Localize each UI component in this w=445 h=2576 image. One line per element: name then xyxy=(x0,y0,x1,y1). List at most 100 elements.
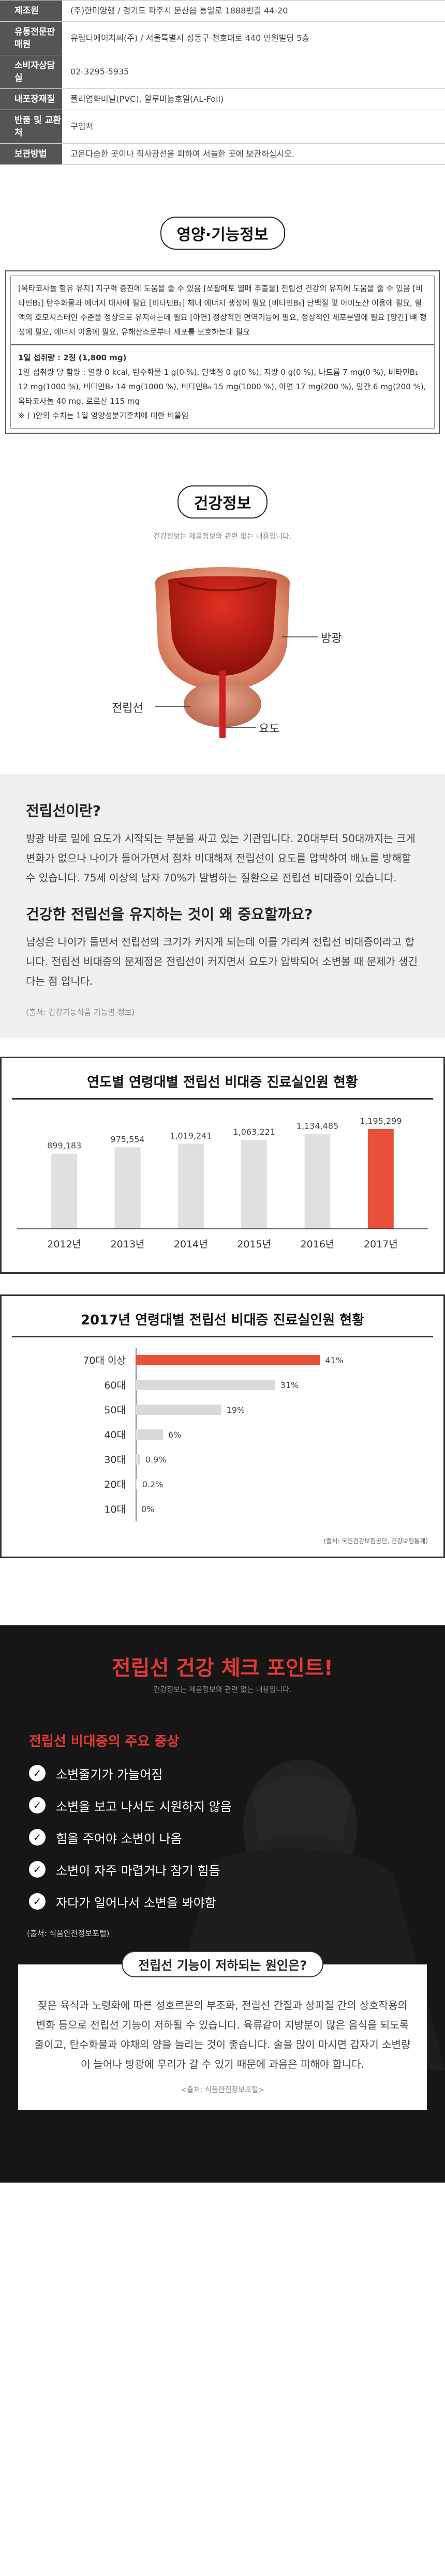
answer-what-is-prostate: 방광 바로 밑에 요도가 시작되는 부분을 싸고 있는 기관입니다. 20대부터… xyxy=(26,832,416,884)
check-icon: ✓ xyxy=(29,1797,46,1813)
cause-source: <출처: 식품안전정보포털> xyxy=(181,2086,264,2094)
bar xyxy=(136,1429,163,1440)
answer-why-important: 남성은 나이가 들면서 전립선의 크기가 커지게 되는데 이를 가리켜 전립선 … xyxy=(26,936,418,987)
bar xyxy=(136,1355,320,1365)
explanation-source: (출처: 건강기능식품 기능별 정보) xyxy=(26,1008,135,1017)
bar-value-label: 1,134,485 xyxy=(296,1121,338,1131)
health-title: 건강정보 xyxy=(177,485,268,519)
symptom-item: ✓ 힘을 주어야 소변이 나옴 xyxy=(29,1826,445,1848)
info-value: 02-3295-5935 xyxy=(70,67,129,77)
label-prostate: 전립선 xyxy=(112,702,143,715)
facts-text: 1일 섭취량 당 함량 : 열량 0 kcal, 탄수화물 1 g(0 %), … xyxy=(18,368,426,406)
y-tick-label: 10대 xyxy=(104,1504,126,1515)
yearly-chart-title: 연도별 연령대별 전립선 비대증 진료실인원 현황 xyxy=(12,1058,433,1100)
info-row: 반품 및 교환처 구입처 xyxy=(0,110,445,144)
bar-value-label: 0.2% xyxy=(142,1480,164,1489)
symptom-item: ✓ 소변을 보고 나서도 시원하지 않음 xyxy=(29,1794,445,1816)
bar-value-label: 975,554 xyxy=(110,1134,144,1144)
question-what-is-prostate: 전립선이란? xyxy=(26,802,101,819)
nutrition-box: [옥타코사놀 함유 유지] 지구력 증진에 도움을 줄 수 있음 [쏘팔메토 열… xyxy=(5,270,440,434)
info-label: 내포장재질 xyxy=(0,89,62,110)
question-why-important: 건강한 전립선을 유지하는 것이 왜 중요할까요? xyxy=(26,906,313,923)
symptom-text: 소변줄기가 가늘어짐 xyxy=(56,1767,163,1782)
bar xyxy=(136,1479,137,1489)
symptom-source: (출처: 식품안전정보포털) xyxy=(27,1929,110,1938)
info-row: 내포장재질 폴리염화비닐(PVC), 알루미늄호일(AL-Foil) xyxy=(0,89,445,110)
check-icon: ✓ xyxy=(29,1861,46,1878)
x-tick-label: 2012년 xyxy=(47,1239,81,1250)
health-section: 건강정보 건강정보는 제품정보와 관련 없는 내용입니다. xyxy=(0,434,445,541)
info-value: 구입처 xyxy=(70,121,94,131)
info-value: 폴리염화비닐(PVC), 알루미늄호일(AL-Foil) xyxy=(70,94,224,104)
nutrition-title: 영양·기능정보 xyxy=(160,217,285,250)
bar-value-label: 31% xyxy=(280,1380,299,1390)
bar xyxy=(51,1153,78,1229)
info-value: 유림티에이치씨(주) / 서울특별시 성동구 천호대로 440 인원빌딩 5층 xyxy=(70,33,310,43)
age-chart-card: 2017년 연령대별 전립선 비대증 진료실인원 현황 70대 이상 41% 60대… xyxy=(0,1294,445,1558)
product-detail-page: 제조원 (주)한미양행 / 경기도 파주시 문산읍 통일로 1888번길 44-… xyxy=(0,0,445,2183)
bar xyxy=(304,1134,331,1229)
symptom-item: ✓ 자다가 일어나서 소변을 봐야함 xyxy=(29,1891,445,1912)
info-row: 보관방법 고온다습한 곳이나 직사광선을 피하여 서늘한 곳에 보관하십시오. xyxy=(0,144,445,165)
y-tick-label: 50대 xyxy=(104,1405,126,1416)
info-value: (주)한미양행 / 경기도 파주시 문산읍 통일로 1888번길 44-20 xyxy=(70,6,288,16)
nutrition-facts: 1일 섭취량 : 2정 (1,800 mg) 1일 섭취량 당 함량 : 열량 … xyxy=(11,345,434,428)
y-tick-label: 30대 xyxy=(104,1454,126,1466)
cause-box: 전립선 기능이 저하되는 원인은? 잦은 육식과 노령화에 따른 성호르몬의 부… xyxy=(18,1951,427,2110)
functionality-text: [옥타코사놀 함유 유지] 지구력 증진에 도움을 줄 수 있음 [쏘팔메토 열… xyxy=(11,276,434,345)
x-tick-label: 2015년 xyxy=(237,1239,271,1250)
y-tick-label: 40대 xyxy=(104,1429,126,1441)
yearly-chart-body: 899,183 2012년 975,554 2013년 1,019,241 2014년 1,… xyxy=(2,1100,443,1272)
cause-title: 전립선 기능이 저하되는 원인은? xyxy=(121,1951,324,1977)
x-tick-label: 2017년 xyxy=(364,1239,398,1250)
bar xyxy=(136,1380,275,1390)
bar-value-label: 19% xyxy=(227,1405,245,1415)
symptom-item: ✓ 소변줄기가 가늘어짐 xyxy=(29,1762,445,1784)
product-info-table: 제조원 (주)한미양행 / 경기도 파주시 문산읍 통일로 1888번길 44-… xyxy=(0,0,445,165)
bar xyxy=(136,1454,140,1465)
check-icon: ✓ xyxy=(29,1765,46,1781)
info-label: 반품 및 교환처 xyxy=(0,110,62,143)
y-tick-label: 20대 xyxy=(104,1479,126,1490)
x-tick-label: 2014년 xyxy=(174,1239,208,1250)
symptom-item: ✓ 소변이 자주 마렵거나 참기 힘듬 xyxy=(29,1858,445,1880)
x-tick-label: 2013년 xyxy=(111,1239,145,1250)
cause-text: 잦은 육식과 노령화에 따른 성호르몬의 부조화, 전립선 간질과 상피질 간의… xyxy=(34,1999,411,2070)
bar xyxy=(114,1147,141,1229)
symptom-text: 소변이 자주 마렵거나 참기 힘듬 xyxy=(56,1863,220,1878)
yearly-bar-chart: 899,183 2012년 975,554 2013년 1,019,241 2014년 1,… xyxy=(17,1116,428,1250)
y-tick-label: 60대 xyxy=(104,1380,126,1391)
bar-value-label: 1,195,299 xyxy=(360,1116,402,1126)
bar-value-label: 0.9% xyxy=(145,1455,167,1465)
checkpoint-title: 전립선 건강 체크 포인트! xyxy=(111,1656,334,1680)
bar-value-label: 41% xyxy=(325,1355,344,1365)
info-label: 제조원 xyxy=(0,1,62,21)
info-row: 소비자상담실 02-3295-5935 xyxy=(0,55,445,89)
info-label: 유통전문판매원 xyxy=(0,22,62,55)
info-label: 소비자상담실 xyxy=(0,55,62,88)
y-tick-label: 70대 이상 xyxy=(83,1355,126,1366)
prostate-explanation: 전립선이란? 방광 바로 밑에 요도가 시작되는 부분을 싸고 있는 기관입니다… xyxy=(0,774,445,1038)
yearly-chart-card: 연도별 연령대별 전립선 비대증 진료실인원 현황 899,183 2012년 97… xyxy=(0,1057,445,1274)
prostate-illustration: 방광 전립선 요도 xyxy=(0,552,445,753)
age-chart-body: 70대 이상 41% 60대 31% 50대 19% 40대 6% 30대 0.9% 20대 0.2%… xyxy=(2,1337,443,1557)
check-icon: ✓ xyxy=(29,1829,46,1846)
bar-value-label: 899,183 xyxy=(47,1141,81,1151)
bar xyxy=(136,1405,221,1415)
label-urethra: 요도 xyxy=(259,723,280,736)
age-chart-title: 2017년 연령대별 전립선 비대증 진료실인원 현황 xyxy=(12,1296,433,1337)
bar xyxy=(177,1144,204,1229)
x-tick-label: 2016년 xyxy=(301,1239,335,1250)
bar-value-label: 0% xyxy=(141,1504,154,1514)
label-bladder: 방광 xyxy=(321,632,342,645)
health-subtitle: 건강정보는 제품정보와 관련 없는 내용입니다. xyxy=(153,532,292,541)
info-label: 보관방법 xyxy=(0,144,62,164)
bar-value-label: 1,019,241 xyxy=(170,1131,212,1140)
symptom-text: 자다가 일어나서 소변을 봐야함 xyxy=(56,1895,216,1910)
bar xyxy=(241,1140,268,1229)
age-bar-chart: 70대 이상 41% 60대 31% 50대 19% 40대 6% 30대 0.9% 20대 0.2%… xyxy=(83,1348,344,1521)
info-value: 고온다습한 곳이나 직사광선을 피하여 서늘한 곳에 보관하십시오. xyxy=(70,149,295,159)
symptom-text: 소변을 보고 나서도 시원하지 않음 xyxy=(56,1799,232,1814)
age-chart-source: (출처: 국민건강보험공단, 건강보험통계) xyxy=(323,1537,428,1545)
nutrition-box-inner: [옥타코사놀 함유 유지] 지구력 증진에 도움을 줄 수 있음 [쏘팔메토 열… xyxy=(10,276,435,429)
